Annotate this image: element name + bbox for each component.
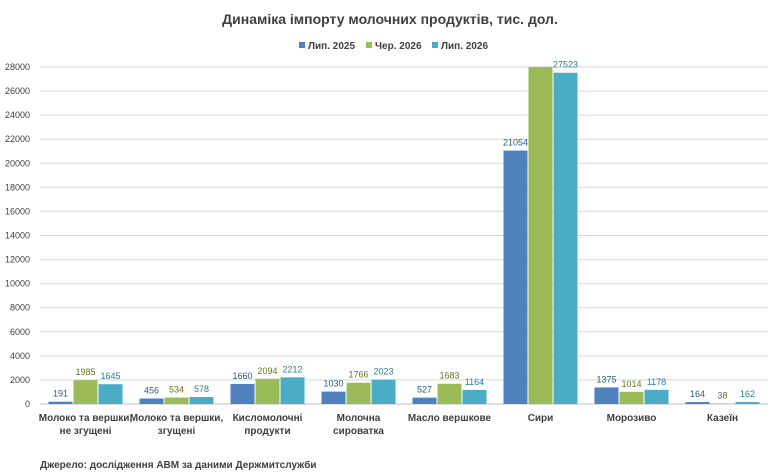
x-axis: Молоко та вершки, не згущені Молоко та вер… — [39, 413, 738, 437]
bar — [644, 389, 669, 404]
bar — [255, 378, 280, 404]
data-label: 2023 — [373, 367, 393, 377]
bar — [189, 397, 214, 404]
bars — [48, 67, 760, 405]
data-labels: 191 1985 1645 456 534 578 1660 2094 2212 1030 1766… — [53, 60, 755, 401]
y-tick-label: 14000 — [5, 231, 30, 241]
category-label: згущені — [158, 426, 196, 437]
category-label: сироватка — [333, 426, 384, 437]
bar — [503, 150, 528, 404]
data-label: 1014 — [621, 379, 641, 389]
category-label: Кисломолочні — [233, 413, 303, 424]
data-label: 21054 — [503, 138, 528, 148]
y-tick-label: 20000 — [5, 158, 30, 168]
bar — [594, 387, 619, 404]
bar — [553, 72, 578, 405]
y-tick-label: 22000 — [5, 134, 30, 144]
data-label: 1985 — [75, 367, 95, 377]
legend-swatch — [299, 42, 305, 48]
legend-label: Лип. 2025 — [308, 41, 355, 52]
y-tick-label: 28000 — [5, 62, 30, 72]
category-label: Морозиво — [607, 413, 657, 424]
y-tick-label: 12000 — [5, 255, 30, 265]
data-label: 1164 — [465, 377, 484, 387]
bar — [48, 401, 73, 404]
data-label: 1683 — [439, 371, 459, 381]
category-label: Сири — [528, 413, 554, 424]
bar — [139, 398, 164, 404]
bar — [437, 383, 462, 404]
bar — [619, 391, 644, 404]
data-label: 1645 — [100, 371, 120, 381]
legend-label: Чер. 2026 — [375, 41, 422, 52]
data-label: 191 — [53, 389, 68, 399]
bar — [98, 384, 123, 404]
chart-title: Динаміка імпорту молочних продуктів, тис… — [222, 11, 558, 27]
y-tick-label: 26000 — [5, 86, 30, 96]
data-label: 527 — [417, 385, 432, 395]
y-tick-label: 0 — [25, 399, 30, 409]
data-label: 38 — [717, 391, 727, 401]
category-label: Молоко та вершки, — [39, 413, 133, 424]
legend-swatch — [432, 42, 438, 48]
bar — [346, 382, 371, 404]
y-tick-label: 2000 — [10, 375, 30, 385]
data-label: 1178 — [647, 377, 666, 387]
category-label: не згущені — [60, 426, 112, 437]
y-tick-label: 4000 — [10, 351, 30, 361]
legend: Лип. 2025 Чер. 2026 Лип. 2026 — [299, 41, 488, 52]
category-label: Казеїн — [707, 413, 738, 424]
data-label: 162 — [740, 389, 755, 399]
data-label: 164 — [690, 389, 705, 399]
bar — [73, 380, 98, 404]
data-label: 27523 — [553, 60, 578, 70]
bar — [280, 377, 305, 404]
y-tick-label: 6000 — [10, 327, 30, 337]
bar — [321, 391, 346, 404]
data-label: 2094 — [257, 366, 277, 376]
bar — [735, 402, 760, 404]
source-note: Джерело: дослідження АВМ за даними Держм… — [40, 459, 317, 471]
data-label: 2212 — [282, 364, 302, 374]
data-label: 534 — [169, 385, 184, 395]
category-label: продукти — [244, 426, 290, 437]
data-label: 1030 — [323, 379, 343, 389]
data-label: 1660 — [232, 371, 252, 381]
data-label: 578 — [194, 384, 209, 394]
category-label: Масло вершкове — [408, 413, 492, 424]
data-label: 1375 — [596, 374, 616, 384]
bar — [462, 389, 487, 404]
y-tick-label: 16000 — [5, 206, 30, 216]
bar — [685, 402, 710, 404]
category-label: Молоко та вершки, — [130, 413, 224, 424]
y-tick-label: 10000 — [5, 279, 30, 289]
y-tick-label: 8000 — [10, 303, 30, 313]
data-label: 456 — [144, 386, 159, 396]
data-label: 1766 — [348, 370, 368, 380]
category-label: Молочна — [337, 413, 381, 424]
bar — [164, 397, 189, 404]
bar — [412, 397, 437, 404]
bar — [230, 384, 255, 404]
legend-label: Лип. 2026 — [441, 41, 488, 52]
gridlines — [40, 66, 768, 405]
bar — [371, 379, 396, 404]
bar — [528, 67, 553, 404]
y-tick-label: 18000 — [5, 182, 30, 192]
y-axis: 0 2000 4000 6000 8000 10000 12000 14000 16000 180… — [5, 62, 30, 409]
y-tick-label: 24000 — [5, 110, 30, 120]
legend-swatch — [366, 42, 372, 48]
